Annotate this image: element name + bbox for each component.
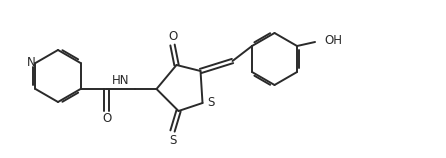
Text: HN: HN — [112, 75, 129, 88]
Text: O: O — [102, 112, 111, 125]
Text: OH: OH — [324, 34, 342, 48]
Text: S: S — [169, 134, 176, 146]
Text: S: S — [207, 97, 214, 109]
Text: N: N — [27, 55, 36, 69]
Text: O: O — [168, 30, 177, 43]
